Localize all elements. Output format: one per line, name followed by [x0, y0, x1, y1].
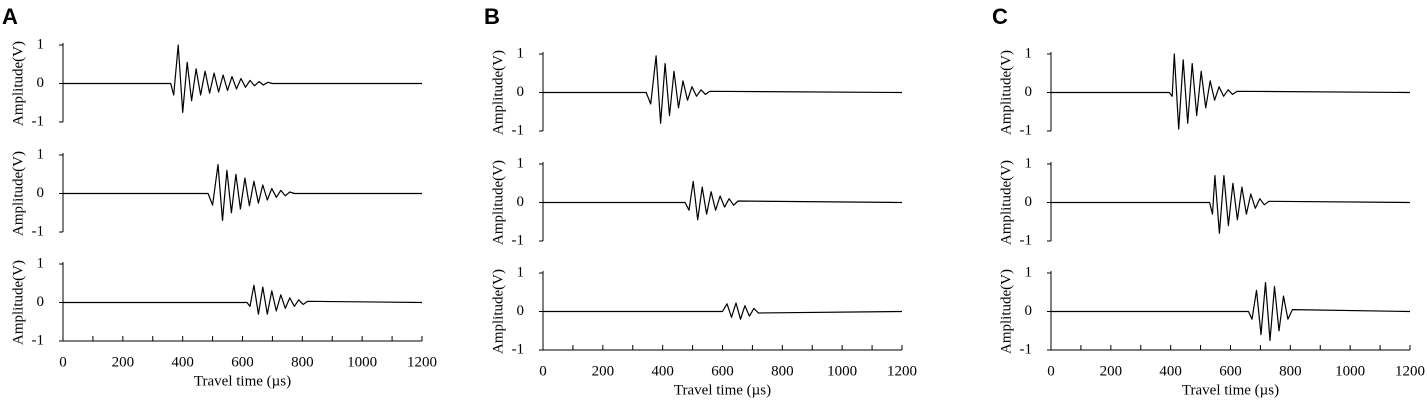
y-tick-label: -1 — [32, 332, 45, 348]
y-tick-label: -1 — [512, 232, 525, 248]
y-axis-label: Amplitude(V) — [10, 41, 26, 126]
x-tick-label: 200 — [112, 354, 135, 370]
y-axis-label: Amplitude(V) — [490, 160, 506, 245]
x-axis-label: Travel time (µs) — [194, 373, 291, 389]
x-tick-label: 600 — [1219, 363, 1242, 379]
x-tick-label: 600 — [711, 363, 734, 379]
y-tick-label: 1 — [37, 36, 45, 52]
x-axis-label: Travel time (µs) — [1182, 382, 1279, 398]
y-axis-label: Amplitude(V) — [490, 269, 506, 354]
waveform — [543, 180, 903, 221]
panel-label: B — [484, 4, 500, 29]
y-tick-label: 1 — [1025, 45, 1033, 61]
y-axis-label: Amplitude(V) — [998, 269, 1014, 354]
y-tick-label: 0 — [37, 75, 45, 91]
y-axis-label: Amplitude(V) — [998, 160, 1014, 245]
x-tick-label: 1200 — [887, 363, 917, 379]
waveform — [63, 44, 422, 113]
y-tick-label: 0 — [1025, 84, 1033, 100]
x-tick-label: 200 — [592, 363, 615, 379]
y-tick-label: 1 — [1025, 264, 1033, 280]
y-tick-label: -1 — [32, 113, 45, 129]
x-tick-label: 0 — [539, 363, 547, 379]
x-tick-label: 0 — [1047, 363, 1055, 379]
y-tick-label: 1 — [517, 155, 525, 171]
x-tick-label: 1000 — [1335, 363, 1365, 379]
waveform — [1051, 282, 1411, 341]
y-tick-label: -1 — [1020, 122, 1033, 138]
y-tick-label: 0 — [1025, 303, 1033, 319]
y-axis-label: Amplitude(V) — [998, 50, 1014, 135]
y-tick-label: -1 — [32, 223, 45, 239]
waveform — [63, 284, 423, 315]
y-tick-label: 1 — [37, 146, 45, 162]
y-tick-label: -1 — [512, 122, 525, 138]
y-tick-label: 1 — [517, 45, 525, 61]
waveform — [1051, 53, 1411, 130]
y-tick-label: -1 — [1020, 232, 1033, 248]
x-tick-label: 1200 — [407, 354, 437, 370]
y-tick-label: 0 — [37, 185, 45, 201]
y-tick-label: 1 — [517, 264, 525, 280]
waveform — [63, 164, 422, 221]
y-axis-label: Amplitude(V) — [10, 260, 26, 345]
x-axis-label: Travel time (µs) — [674, 382, 771, 398]
waveform — [1051, 175, 1411, 234]
panel-label: C — [992, 4, 1008, 29]
x-tick-label: 1000 — [827, 363, 857, 379]
x-tick-label: 400 — [651, 363, 674, 379]
y-axis-label: Amplitude(V) — [10, 151, 26, 236]
x-tick-label: 800 — [291, 354, 314, 370]
x-tick-label: 600 — [231, 354, 254, 370]
x-tick-label: 1200 — [1395, 363, 1425, 379]
y-tick-label: 0 — [517, 84, 525, 100]
x-tick-label: 200 — [1100, 363, 1123, 379]
x-tick-label: 800 — [771, 363, 794, 379]
x-tick-label: 400 — [1159, 363, 1182, 379]
x-tick-label: 400 — [171, 354, 194, 370]
x-tick-label: 800 — [1279, 363, 1302, 379]
panel-label: A — [2, 4, 18, 29]
y-tick-label: 1 — [37, 255, 45, 271]
waveform — [543, 302, 903, 320]
waveform — [543, 55, 903, 124]
y-tick-label: 0 — [37, 294, 45, 310]
x-tick-label: 0 — [59, 354, 67, 370]
y-tick-label: 0 — [1025, 194, 1033, 210]
y-tick-label: 0 — [517, 303, 525, 319]
x-tick-label: 1000 — [347, 354, 377, 370]
y-tick-label: -1 — [512, 341, 525, 357]
y-tick-label: -1 — [1020, 341, 1033, 357]
y-tick-label: 1 — [1025, 155, 1033, 171]
y-tick-label: 0 — [517, 194, 525, 210]
y-axis-label: Amplitude(V) — [490, 50, 506, 135]
